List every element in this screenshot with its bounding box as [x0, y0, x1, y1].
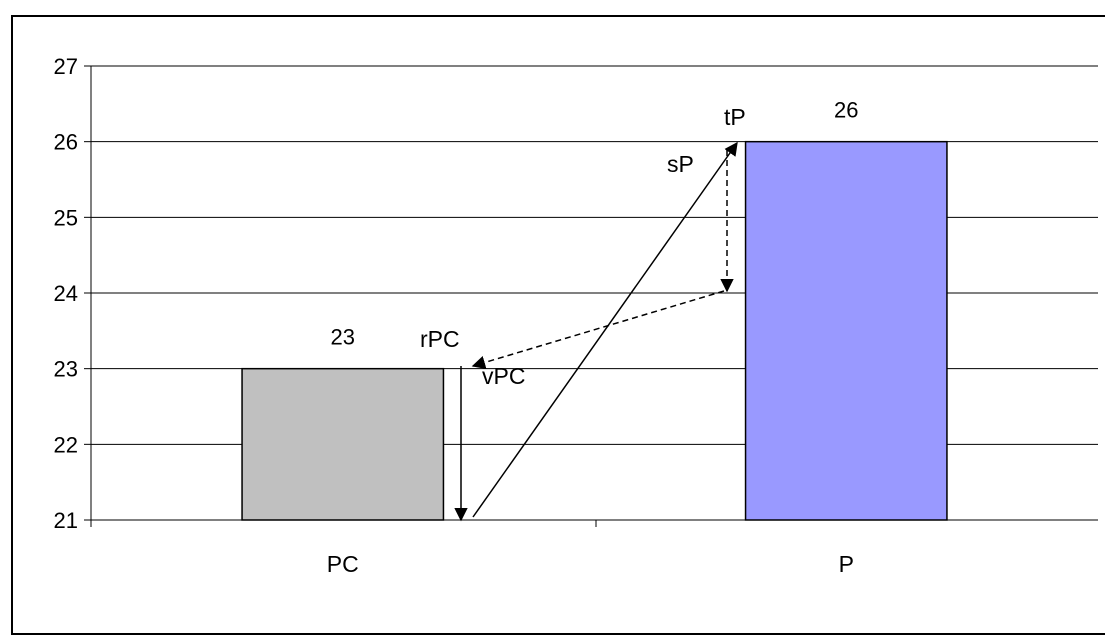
- data-labels: 23 26: [331, 98, 859, 350]
- annotation-vpc: vPC: [482, 363, 525, 389]
- y-tick-label: 23: [54, 357, 78, 382]
- y-tick-labels: 21 22 23 24 25 26 27: [54, 54, 91, 533]
- y-tick-label: 25: [54, 205, 78, 230]
- y-tick-label: 21: [54, 508, 78, 533]
- bars: [241, 140, 948, 521]
- y-tick-label: 26: [54, 130, 78, 155]
- annotations: tP sP rPC vPC: [420, 104, 746, 522]
- category-labels: PC P: [327, 551, 854, 577]
- data-label: 26: [834, 98, 858, 123]
- arrow-rpc-dashed: [471, 290, 725, 369]
- y-tick-label: 27: [54, 54, 78, 79]
- category-label: PC: [327, 551, 359, 577]
- annotation-rpc: rPC: [420, 326, 460, 352]
- y-tick-label: 22: [54, 432, 78, 457]
- arrow-tp: [472, 141, 738, 518]
- category-label: P: [839, 551, 854, 577]
- annotation-sp: sP: [667, 151, 694, 177]
- bar-pc: [241, 367, 445, 521]
- y-tick-label: 24: [54, 281, 78, 306]
- bar-p: [744, 140, 948, 521]
- data-label: 23: [331, 325, 355, 350]
- annotation-tp: tP: [724, 104, 746, 130]
- bar-chart: 21 22 23 24 25 26 27 PC P 23 26 tP sP rPC vPC: [54, 54, 1098, 577]
